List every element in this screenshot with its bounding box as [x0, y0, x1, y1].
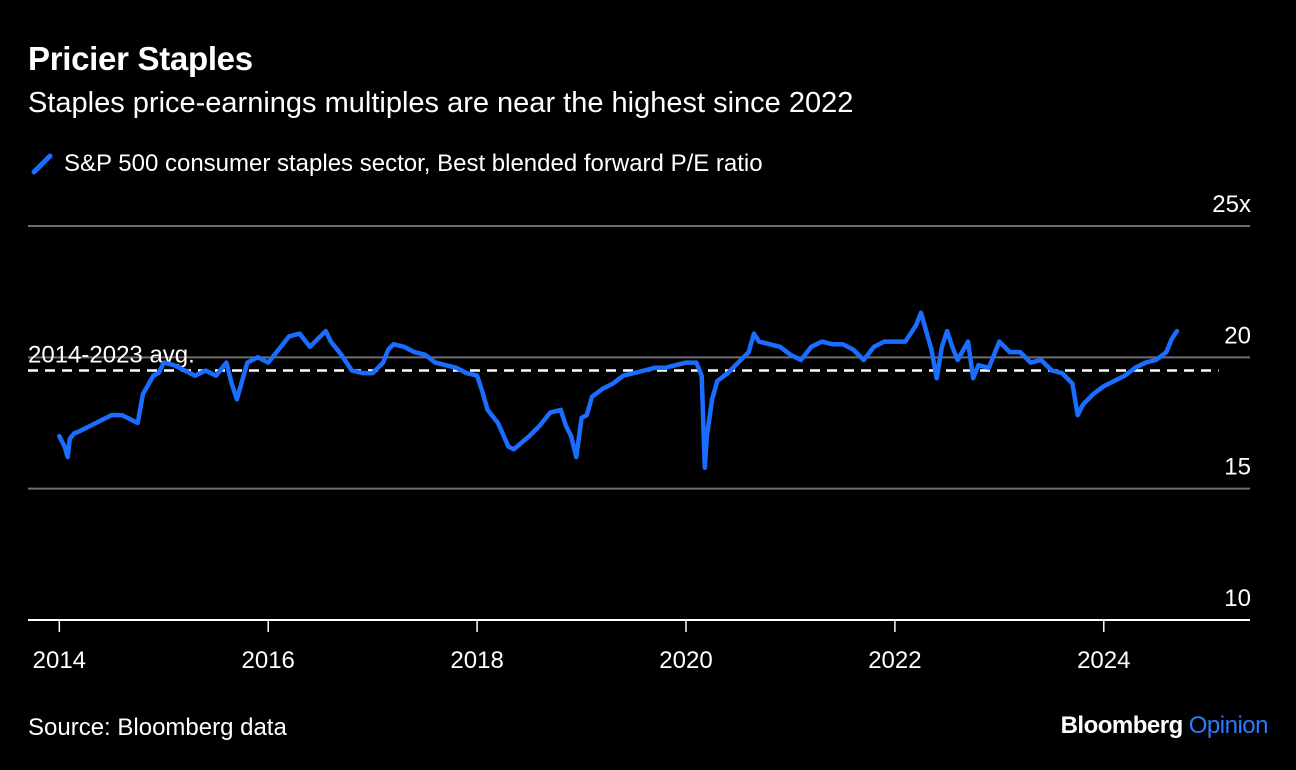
- x-tick-label: 2020: [659, 647, 712, 674]
- y-tick-label: 15: [1224, 454, 1251, 481]
- chart-subtitle: Staples price-earnings multiples are nea…: [28, 87, 854, 119]
- chart-title: Pricier Staples: [28, 40, 253, 77]
- legend: S&P 500 consumer staples sector, Best bl…: [28, 150, 763, 178]
- legend-label: S&P 500 consumer staples sector, Best bl…: [64, 150, 763, 177]
- y-tick-label: 10: [1224, 585, 1251, 612]
- brand-secondary: Opinion: [1188, 712, 1269, 739]
- brand-primary: Bloomberg: [1060, 712, 1184, 739]
- series-line: [57, 310, 1180, 470]
- x-tick-label: 2022: [868, 647, 921, 674]
- source-note: Source: Bloomberg data: [28, 714, 287, 741]
- reference-layer: 2014-2023 avg.: [28, 341, 1219, 372]
- y-tick-label: 25x: [1212, 191, 1251, 218]
- series-layer: [57, 310, 1180, 470]
- x-tick-label: 2024: [1077, 647, 1130, 674]
- legend-swatch-icon: [31, 153, 53, 175]
- y-tick-label: 20: [1224, 322, 1251, 349]
- x-tick-label: 2018: [450, 647, 503, 674]
- x-tick-label: 2014: [33, 647, 86, 674]
- axis-layer: 10 15 20 25x 2014 2016 2018 2020 2022 2024: [33, 191, 1251, 674]
- grid-layer: [28, 225, 1250, 621]
- brand-logo: Bloomberg Opinion: [1060, 712, 1269, 740]
- x-tick-label: 2016: [242, 647, 295, 674]
